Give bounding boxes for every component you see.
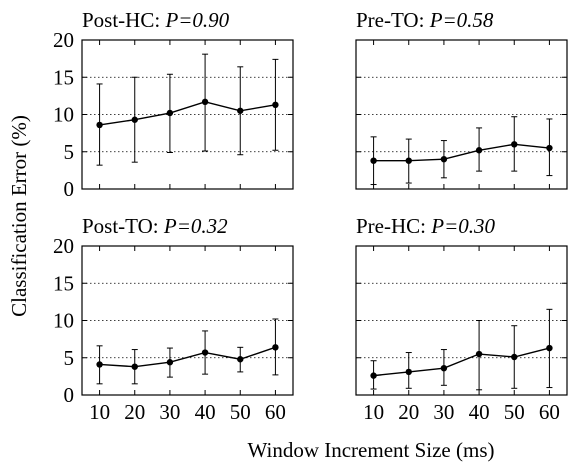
series-line [373, 143, 550, 162]
x-tick-label: 10 [89, 400, 110, 424]
data-point [96, 121, 103, 129]
y-tick-label: 15 [53, 271, 74, 295]
data-point [405, 368, 412, 376]
x-tick-label: 40 [195, 400, 216, 424]
x-tick-label: 20 [124, 400, 145, 424]
x-tick-label: 10 [363, 400, 384, 424]
y-tick-label: 5 [64, 140, 75, 164]
panel-title: Post-TO: P=0.32 [82, 214, 228, 238]
data-point [131, 116, 138, 123]
series-line [373, 347, 550, 377]
data-point [440, 156, 448, 163]
panel-title: Post-HC: P=0.90 [82, 8, 230, 32]
panel-title-label: Pre-TO: [356, 8, 430, 32]
x-tick-label: 30 [159, 400, 180, 424]
chart-panel-post-to: 0 5 10 15 20 10 20 30 40 50 60 Post-TO: P=0.32 [53, 214, 294, 424]
data-point [166, 359, 174, 366]
y-tick-label: 15 [53, 65, 74, 89]
x-tick-label: 30 [433, 400, 454, 424]
x-tick-label: 60 [539, 400, 560, 424]
data-point [370, 372, 377, 379]
x-tick-label: 40 [469, 400, 490, 424]
chart-panel-pre-hc: 10 20 30 40 50 60 Pre-HC: P=0.30 [355, 214, 568, 424]
x-tick-label: 50 [504, 400, 525, 424]
x-axis-label: Window Increment Size (ms) [248, 438, 495, 462]
data-point [237, 356, 244, 363]
data-point [370, 157, 377, 164]
panel-title: Pre-HC: P=0.30 [356, 214, 495, 238]
panel-title-label: Post-TO: [82, 214, 164, 238]
data-point [201, 349, 209, 356]
data-point [272, 344, 279, 351]
panel-title-label: Post-HC: [82, 8, 165, 32]
data-point [475, 147, 483, 154]
data-point [131, 363, 138, 370]
data-point [440, 364, 448, 372]
panel-title-pvalue: P=0.58 [429, 8, 494, 32]
x-tick-label: 20 [398, 400, 419, 424]
data-point [237, 107, 244, 114]
x-tick-label: 60 [265, 400, 286, 424]
panel-title-label: Pre-HC: [356, 214, 431, 238]
y-axis-label: Classification Error (%) [7, 115, 31, 317]
x-tick-label: 50 [230, 400, 251, 424]
y-tick-label: 5 [64, 346, 75, 370]
panel-title-pvalue: P=0.32 [163, 214, 228, 238]
data-point [201, 98, 209, 106]
y-tick-label: 10 [53, 103, 74, 127]
y-tick-label: 0 [64, 177, 75, 201]
data-point [546, 344, 553, 352]
panel-title: Pre-TO: P=0.58 [356, 8, 494, 32]
data-point [475, 350, 483, 358]
data-point [546, 144, 553, 152]
data-point [511, 141, 518, 148]
chart-panel-post-hc: 0 5 10 15 20 Post-HC: P=0.90 [53, 8, 294, 201]
y-tick-label: 10 [53, 309, 74, 333]
y-tick-label: 20 [53, 28, 74, 52]
panel-title-pvalue: P=0.30 [430, 214, 495, 238]
data-point [511, 353, 518, 361]
y-tick-label: 20 [53, 234, 74, 258]
y-tick-label: 0 [64, 383, 75, 407]
panel-title-pvalue: P=0.90 [164, 8, 229, 32]
data-point [272, 101, 279, 109]
chart-panel-pre-to: Pre-TO: P=0.58 [355, 8, 568, 190]
series-line [99, 101, 276, 126]
data-point [166, 109, 174, 117]
data-point [96, 361, 103, 368]
data-point [405, 157, 412, 164]
series-line [99, 346, 276, 368]
